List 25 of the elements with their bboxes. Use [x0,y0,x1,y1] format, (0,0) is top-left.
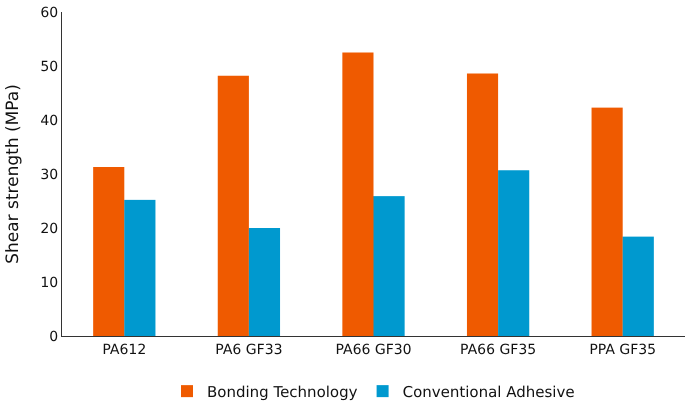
bar [622,236,654,336]
bar [248,228,280,336]
y-tick-label: 0 [49,328,58,345]
bar [93,166,124,336]
bar [124,200,156,336]
bar [592,108,623,336]
x-tick-label: PA6 GF33 [215,342,282,358]
legend-label: Bonding Technology [207,382,358,401]
x-tick-label: PPA GF35 [589,342,656,358]
y-tick-label: 20 [40,220,58,237]
bar [498,170,530,336]
y-axis-title: Shear strength (MPa) [3,84,23,264]
y-tick-label: 10 [40,274,58,291]
bar [466,74,498,336]
y-tick-label: 40 [40,112,58,129]
x-tick-label: PA612 [102,342,146,358]
y-tick-label: 60 [40,4,58,21]
bar [218,76,249,336]
legend-label: Conventional Adhesive [402,382,575,401]
bar [374,196,405,336]
y-tick-label: 30 [40,166,58,183]
y-tick-label: 50 [40,58,58,75]
bar [342,52,374,336]
x-tick-label: PA66 GF30 [335,342,412,358]
x-tick-label: PA66 GF35 [460,342,536,358]
